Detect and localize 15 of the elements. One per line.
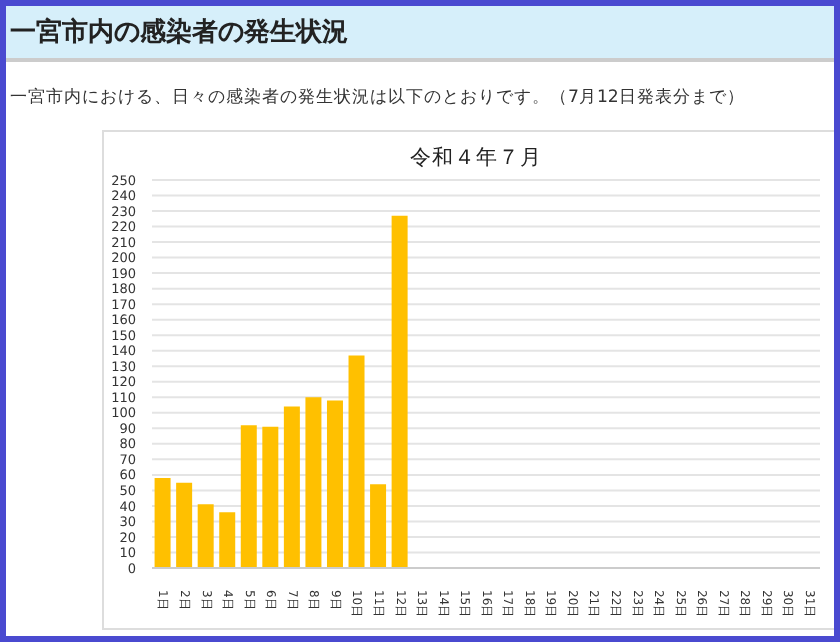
bar [326,400,343,568]
bar [197,504,214,568]
bar [154,477,171,568]
bar [283,406,300,568]
text: 一宮市内の感染者の発生状況 [6,6,834,62]
text: 一宮市内における、日々の感染者の発生状況は以下のとおりです。（7月12日発表分まで） [8,86,747,110]
bar [305,397,322,568]
bar [262,426,279,568]
bar [219,512,236,568]
bar [370,484,387,568]
bar [348,355,365,568]
bar [391,215,408,568]
chart-title: 令和４年７月 [408,144,544,172]
bar [240,425,257,568]
bar [176,482,193,568]
